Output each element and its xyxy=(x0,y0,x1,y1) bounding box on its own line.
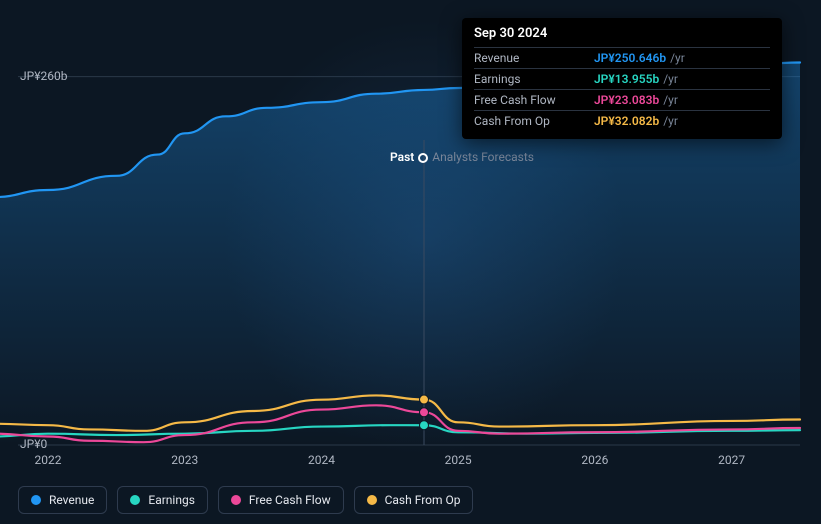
legend-dot-icon xyxy=(130,495,140,505)
tooltip-row: RevenueJP¥250.646b/yr xyxy=(474,47,770,68)
forecast-label: Analysts Forecasts xyxy=(432,150,534,164)
tooltip-metric-name: Free Cash Flow xyxy=(474,93,594,107)
series-legend: Revenue Earnings Free Cash Flow Cash From O… xyxy=(18,486,473,514)
financial-forecast-chart: JP¥0 JP¥260b 2022 2023 2024 2025 2026 2027 Pas… xyxy=(0,0,821,524)
legend-dot-icon xyxy=(231,495,241,505)
tooltip-metric-name: Earnings xyxy=(474,72,594,86)
x-tick-label: 2025 xyxy=(445,453,472,467)
legend-dot-icon xyxy=(31,495,41,505)
x-tick-label: 2022 xyxy=(35,453,62,467)
tooltip-row: Free Cash FlowJP¥23.083b/yr xyxy=(474,89,770,110)
data-tooltip: Sep 30 2024RevenueJP¥250.646b/yrEarnings… xyxy=(462,18,782,139)
past-forecast-divider-label: Past Analysts Forecasts xyxy=(390,150,534,164)
tooltip-row: Cash From OpJP¥32.082b/yr xyxy=(474,110,770,131)
tooltip-metric-unit: /yr xyxy=(670,51,685,65)
tooltip-metric-name: Cash From Op xyxy=(474,114,594,128)
past-label: Past xyxy=(390,150,414,164)
legend-dot-icon xyxy=(367,495,377,505)
legend-label: Cash From Op xyxy=(385,493,461,507)
tooltip-metric-unit: /yr xyxy=(663,72,678,86)
tooltip-row: EarningsJP¥13.955b/yr xyxy=(474,68,770,89)
y-tick-label: JP¥260b xyxy=(20,69,67,83)
y-tick-label: JP¥0 xyxy=(20,437,47,451)
x-tick-label: 2026 xyxy=(581,453,608,467)
divider-marker-icon xyxy=(418,153,428,163)
legend-label: Revenue xyxy=(49,493,94,507)
tooltip-metric-unit: /yr xyxy=(663,114,678,128)
tooltip-metric-value: JP¥23.083b xyxy=(594,93,659,107)
tooltip-metric-name: Revenue xyxy=(474,51,594,65)
x-tick-label: 2024 xyxy=(308,453,335,467)
tooltip-metric-value: JP¥32.082b xyxy=(594,114,659,128)
legend-item-revenue[interactable]: Revenue xyxy=(18,486,107,514)
legend-label: Earnings xyxy=(148,493,195,507)
legend-item-fcf[interactable]: Free Cash Flow xyxy=(218,486,344,514)
tooltip-date: Sep 30 2024 xyxy=(474,26,770,47)
tooltip-metric-unit: /yr xyxy=(663,93,678,107)
tooltip-metric-value: JP¥13.955b xyxy=(594,72,659,86)
legend-item-cfo[interactable]: Cash From Op xyxy=(354,486,474,514)
legend-label: Free Cash Flow xyxy=(249,493,331,507)
legend-item-earnings[interactable]: Earnings xyxy=(117,486,208,514)
x-tick-label: 2027 xyxy=(718,453,745,467)
x-tick-label: 2023 xyxy=(171,453,198,467)
tooltip-metric-value: JP¥250.646b xyxy=(594,51,666,65)
